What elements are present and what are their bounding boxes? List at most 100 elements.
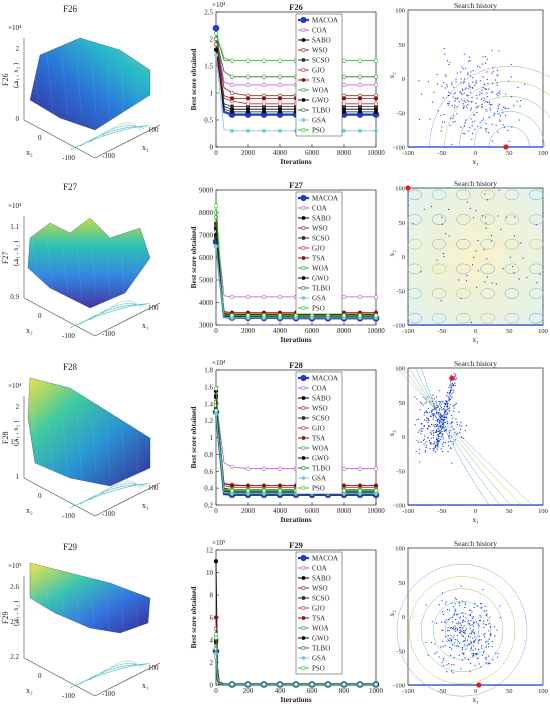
search-point (440, 436, 442, 438)
search-point (436, 421, 439, 423)
search-point (492, 67, 494, 69)
convergence-x-tick-label: 6000 (305, 327, 320, 335)
legend-marker-gjo (301, 68, 306, 72)
surface-contour (89, 663, 145, 681)
surface-z-label-args: ( x₁ , x₂ ) (12, 240, 20, 266)
legend-marker-gjo (301, 606, 306, 610)
search-point (465, 67, 467, 69)
search-point (473, 621, 475, 623)
convergence-x-tick-label: 200 (243, 687, 254, 695)
search-point (486, 199, 488, 201)
search-contour (480, 238, 495, 250)
search-point (481, 120, 483, 122)
legend-label-woa: WOA (312, 265, 329, 273)
search-point (441, 600, 443, 602)
search-point (467, 72, 469, 74)
search-point (442, 418, 444, 421)
legend-marker-sabo (301, 216, 306, 220)
search-point (448, 103, 450, 105)
series-marker-tsa (373, 483, 379, 488)
search-point (481, 654, 483, 656)
convergence-legend: MACOA COA SABO WSO SCSO GJO TSA WOA GWO TLBO GSA PS… (295, 551, 343, 675)
search-point (430, 437, 432, 439)
convergence-x-tick-label: 2000 (241, 507, 256, 515)
search-point (459, 424, 461, 426)
search-point (450, 648, 453, 650)
search-point (444, 409, 447, 412)
surface-floor-edge (23, 657, 96, 697)
search-point (428, 425, 430, 427)
search-point (467, 74, 469, 76)
search-point (480, 607, 482, 609)
series-marker-tsa (373, 96, 379, 101)
search-point (483, 626, 485, 628)
series-marker-pso (229, 682, 235, 687)
search-point (444, 233, 447, 235)
search-point (420, 401, 422, 403)
search-point (429, 447, 431, 450)
search-contour (504, 312, 520, 324)
search-point (407, 306, 409, 308)
search-contour (431, 189, 447, 201)
convergence-legend: MACOA COA SABO WSO SCSO GJO TSA WOA GWO TLBO GSA PS… (295, 371, 343, 495)
search-point (421, 430, 423, 432)
search-contour (407, 214, 422, 225)
search-point (449, 407, 451, 409)
surface-mesh-line (46, 52, 55, 122)
search-point (448, 445, 450, 447)
search-point (438, 604, 440, 606)
search-point (469, 85, 471, 87)
search-point (440, 403, 442, 405)
surface-mesh-line (76, 246, 83, 300)
search-point (499, 120, 501, 122)
search-point (475, 106, 477, 109)
search-x-tick-label: 50 (506, 150, 513, 157)
search-point (438, 429, 441, 431)
legend-marker-wso (301, 406, 306, 410)
series-marker-gjo (261, 101, 267, 106)
search-point (449, 646, 451, 648)
surface-contour (99, 300, 142, 317)
search-point (449, 61, 451, 64)
surface-contour (99, 480, 142, 497)
search-point (536, 282, 538, 284)
legend-label-macoa: MACOA (312, 375, 338, 383)
search-contour (456, 288, 471, 299)
search-x-tick-label: 50 (506, 508, 513, 515)
search-x-tick-label: -100 (402, 150, 414, 157)
search-point (434, 432, 436, 434)
legend-marker-scso (301, 416, 306, 420)
search-point (446, 401, 448, 403)
search-point (448, 187, 451, 189)
convergence-plot-f29: F29 ×10⁵ Best score obtained Iterations 0 2 4 6… (189, 539, 384, 704)
search-point (453, 626, 455, 628)
search-point (456, 613, 458, 616)
search-point (464, 429, 466, 431)
search-point (442, 443, 444, 445)
search-point (416, 398, 418, 400)
series-marker-pso (341, 488, 347, 493)
search-point (492, 71, 494, 73)
search-point (484, 633, 486, 635)
series-marker-pso (357, 488, 363, 493)
search-point (458, 640, 460, 643)
series-marker-tsa (277, 483, 283, 488)
legend-label-woa: WOA (312, 445, 329, 453)
surface-z-tick: 1 (16, 258, 20, 266)
search-point (449, 617, 451, 619)
search-point (441, 416, 443, 418)
search-point (491, 282, 493, 284)
search-point (476, 653, 478, 655)
search-point (469, 207, 471, 209)
search-point (457, 645, 459, 647)
legend-label-macoa: MACOA (312, 555, 338, 563)
search-point (439, 425, 441, 427)
search-point (504, 107, 506, 109)
search-point (452, 621, 454, 623)
search-point (448, 392, 450, 394)
surface-contour (89, 483, 145, 501)
search-point (466, 644, 468, 646)
search-point (452, 441, 454, 443)
convergence-y-tick-label: 8 (210, 592, 214, 600)
search-point (450, 654, 452, 657)
